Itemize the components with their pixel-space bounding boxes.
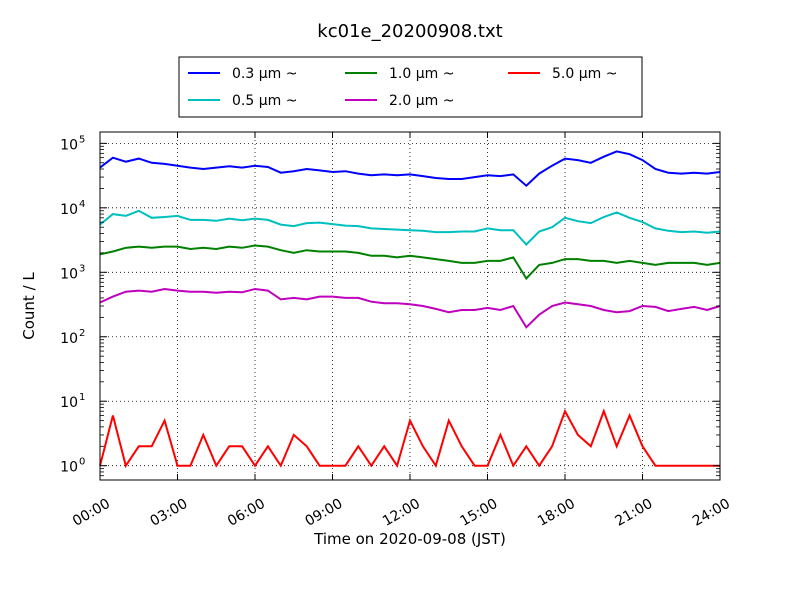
- y-tick-label: 10: [60, 460, 78, 476]
- grid: [100, 132, 720, 480]
- legend-label-3: 2.0 μm ~: [389, 93, 454, 109]
- legend-box: [178, 56, 643, 118]
- y-tick-exponent: 3: [79, 263, 85, 274]
- series-line-3: [99, 287, 721, 329]
- series-line-1: [99, 209, 721, 246]
- series-line-4: [99, 408, 720, 469]
- legend-label-1: 0.5 μm ~: [232, 93, 297, 109]
- y-tick-exponent: 1: [79, 392, 85, 403]
- y-tick-label: 10: [60, 395, 78, 411]
- y-tick-exponent: 0: [79, 457, 85, 468]
- legend-label-4: 5.0 μm ~: [552, 66, 617, 82]
- y-tick-exponent: 2: [79, 328, 85, 339]
- y-tick-exponent: 5: [79, 134, 85, 145]
- y-tick-label: 10: [60, 202, 78, 218]
- legend: 0.3 μm ~ 0.5 μm ~ 1.0 μm ~ 2.0 μm ~ 5.0 μm ~: [178, 56, 643, 118]
- legend-label-0: 0.3 μm ~: [232, 66, 297, 82]
- chart-title: kc01e_20200908.txt: [317, 21, 502, 42]
- series-line-2: [99, 244, 721, 281]
- y-tick-label: 10: [60, 266, 78, 282]
- series-layer: [99, 150, 721, 469]
- y-tick-label: 10: [60, 331, 78, 347]
- y-tick-exponent: 4: [79, 199, 85, 210]
- series-line-0: [99, 150, 721, 188]
- legend-label-2: 1.0 μm ~: [389, 66, 454, 82]
- x-axis-title: Time on 2020-09-08 (JST): [313, 530, 506, 548]
- ticks: [99, 132, 721, 481]
- y-tick-label: 10: [60, 137, 78, 153]
- y-axis-title: Count / L: [20, 272, 38, 340]
